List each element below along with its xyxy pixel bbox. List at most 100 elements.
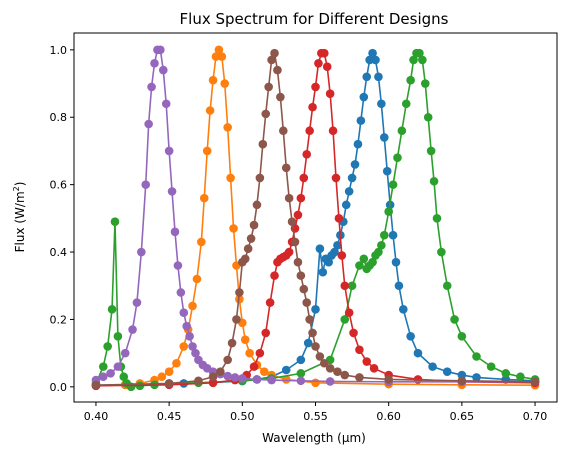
data-point xyxy=(299,173,309,183)
data-point xyxy=(264,82,273,92)
data-point xyxy=(359,254,369,264)
data-point xyxy=(287,217,297,227)
data-point xyxy=(393,153,402,162)
data-point xyxy=(442,367,452,376)
data-point xyxy=(223,355,232,365)
data-point xyxy=(359,92,369,102)
data-point xyxy=(303,338,313,348)
data-point xyxy=(223,123,232,132)
data-point xyxy=(246,234,256,243)
data-point xyxy=(399,305,408,314)
data-point xyxy=(119,372,129,382)
data-point xyxy=(333,241,342,250)
data-point xyxy=(179,308,189,318)
data-point xyxy=(349,328,358,338)
data-point xyxy=(208,372,218,382)
y-tick-label: 0.4 xyxy=(50,246,68,259)
data-point xyxy=(394,281,404,291)
series-6 xyxy=(91,48,540,390)
data-point xyxy=(229,224,238,233)
data-point xyxy=(328,126,338,136)
data-point xyxy=(245,348,254,358)
data-point xyxy=(157,372,167,382)
data-point xyxy=(281,365,291,375)
data-point xyxy=(270,271,279,280)
y-tick-label: 0.2 xyxy=(50,313,68,326)
data-point xyxy=(226,173,235,183)
data-point xyxy=(318,267,328,277)
data-point xyxy=(472,373,481,382)
data-point xyxy=(267,375,276,385)
x-tick-label: 0.40 xyxy=(84,410,109,423)
data-point xyxy=(315,352,325,361)
data-point xyxy=(330,247,339,257)
data-point xyxy=(267,55,276,65)
data-point xyxy=(261,109,271,119)
data-point xyxy=(501,369,511,378)
data-point xyxy=(379,230,389,240)
data-point xyxy=(409,55,418,65)
data-point xyxy=(382,166,392,176)
data-point xyxy=(315,244,325,253)
data-point xyxy=(194,376,203,386)
data-point xyxy=(362,357,372,366)
data-point xyxy=(314,59,323,68)
data-point xyxy=(311,305,320,314)
data-point xyxy=(106,369,115,378)
y-tick-label: 1.0 xyxy=(50,44,68,57)
data-point xyxy=(530,377,540,387)
data-point xyxy=(161,99,171,109)
data-point xyxy=(302,298,312,307)
data-point xyxy=(173,261,183,270)
data-point xyxy=(167,187,177,196)
data-point xyxy=(486,362,496,371)
data-point xyxy=(270,48,279,58)
data-point xyxy=(324,257,333,267)
data-point xyxy=(305,126,314,136)
data-point xyxy=(252,375,262,384)
data-point xyxy=(379,133,389,142)
data-point xyxy=(340,281,350,291)
data-point xyxy=(238,374,247,383)
data-point xyxy=(362,72,372,82)
data-point xyxy=(344,187,354,196)
data-point xyxy=(377,99,386,109)
data-point xyxy=(185,331,194,341)
data-point xyxy=(423,112,433,122)
data-point xyxy=(296,193,306,203)
axes-layer: 0.40 0.45 0.50 0.55 0.60 0.65 0.70 0.0 0.2 0.4 0.6… xyxy=(50,44,548,423)
chart-title: Flux Spectrum for Different Designs xyxy=(180,10,449,28)
data-point xyxy=(302,150,312,159)
data-point xyxy=(240,335,250,344)
y-axis-label-sup: 2 xyxy=(12,186,21,191)
data-point xyxy=(232,315,241,324)
data-point xyxy=(240,254,250,264)
data-point xyxy=(311,82,320,92)
data-point xyxy=(415,48,424,58)
data-point xyxy=(437,247,446,257)
data-point xyxy=(293,257,303,267)
data-point xyxy=(208,75,218,85)
data-point xyxy=(176,288,186,297)
data-point xyxy=(273,65,282,75)
data-point xyxy=(355,373,364,382)
data-point xyxy=(319,48,329,58)
data-point xyxy=(450,315,459,324)
data-point xyxy=(397,126,407,136)
data-point xyxy=(220,79,230,88)
data-point xyxy=(284,193,294,203)
series-5 xyxy=(91,45,540,387)
data-point xyxy=(340,315,350,324)
data-point xyxy=(347,173,357,183)
data-point xyxy=(188,342,197,351)
data-point xyxy=(137,247,146,257)
y-tick-label: 0.6 xyxy=(50,179,68,192)
data-point xyxy=(325,377,335,386)
data-point xyxy=(426,146,436,156)
y-axis-label-main: Flux (W/m xyxy=(13,191,27,252)
data-point xyxy=(429,176,439,186)
data-point xyxy=(457,331,467,341)
data-point xyxy=(472,352,481,361)
data-point xyxy=(388,230,398,240)
